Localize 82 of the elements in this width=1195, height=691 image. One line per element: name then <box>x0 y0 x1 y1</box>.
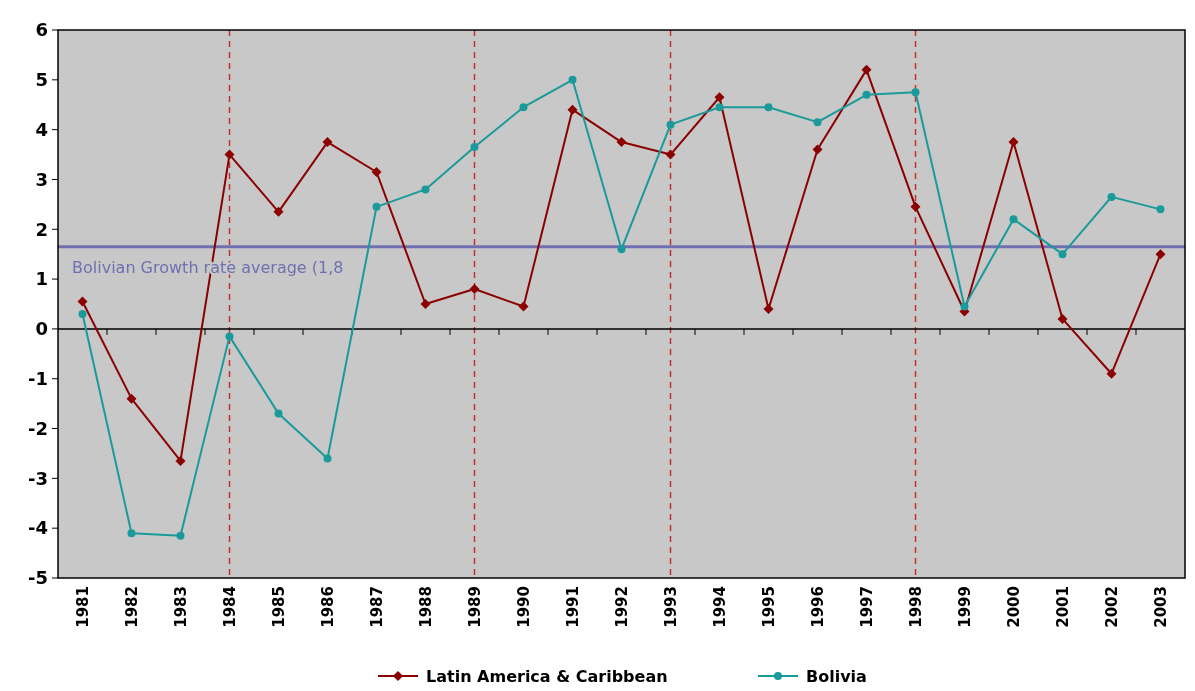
x-tick-label: 1991 <box>563 586 582 628</box>
point <box>861 64 872 75</box>
y-tick-label: -3 <box>28 467 48 489</box>
point <box>127 529 136 538</box>
point <box>616 137 627 148</box>
point <box>617 245 626 254</box>
point <box>175 455 186 466</box>
point <box>519 103 528 112</box>
y-tick-label: 3 <box>35 168 48 190</box>
point <box>77 296 88 307</box>
point <box>1155 249 1166 260</box>
x-tick-label: 1993 <box>661 586 680 628</box>
x-tick-label: 1985 <box>269 586 288 628</box>
point <box>273 206 284 217</box>
point <box>469 284 480 295</box>
x-tick-label: 1987 <box>367 586 386 628</box>
point <box>1009 215 1018 224</box>
point <box>78 309 87 318</box>
point <box>665 149 676 160</box>
point <box>911 88 920 97</box>
point <box>1107 192 1116 201</box>
x-tick-label: 1992 <box>612 586 631 628</box>
point <box>1106 368 1117 379</box>
point <box>371 166 382 177</box>
x-tick-label: 1984 <box>220 586 239 628</box>
point <box>714 92 725 103</box>
point <box>764 103 773 112</box>
x-tick-label: 1995 <box>759 586 778 628</box>
x-tick-label: 1998 <box>906 586 925 628</box>
point <box>862 90 871 99</box>
x-tick-label: 1983 <box>171 586 190 628</box>
point <box>274 409 283 418</box>
point <box>420 299 431 309</box>
point <box>567 104 578 115</box>
legend-label: Latin America & Caribbean <box>426 666 668 686</box>
x-tick-label: 1999 <box>955 586 974 628</box>
point <box>960 302 969 311</box>
point <box>812 144 823 155</box>
x-tick-label: 1988 <box>416 586 435 628</box>
y-tick-label: -1 <box>28 368 48 390</box>
y-tick-label: 5 <box>35 69 48 91</box>
x-tick-label: 1994 <box>710 586 729 628</box>
y-tick-label: -5 <box>28 567 48 589</box>
point <box>372 202 381 211</box>
point <box>421 185 430 194</box>
legend-label: Bolivia <box>806 666 867 686</box>
point <box>568 75 577 84</box>
x-tick-label: 2001 <box>1053 586 1072 628</box>
point <box>323 454 332 463</box>
x-tick-label: 2003 <box>1151 586 1170 628</box>
point <box>518 301 529 312</box>
point <box>715 103 724 112</box>
point <box>126 393 137 404</box>
point <box>910 201 921 212</box>
point <box>1057 313 1068 324</box>
point <box>1156 205 1165 214</box>
x-tick-label: 1986 <box>318 586 337 628</box>
point <box>1008 137 1019 148</box>
point <box>666 120 675 129</box>
point <box>470 143 479 152</box>
point <box>224 149 235 160</box>
x-tick-label: 1982 <box>122 586 141 628</box>
x-tick-label: 1981 <box>73 586 92 628</box>
y-tick-label: 0 <box>35 318 48 340</box>
x-tick-label: 1996 <box>808 586 827 628</box>
point <box>763 303 774 314</box>
point <box>176 531 185 540</box>
y-tick-label: 2 <box>35 218 48 240</box>
point <box>225 332 234 341</box>
x-tick-label: 2000 <box>1004 586 1023 628</box>
y-tick-label: -4 <box>28 517 48 539</box>
x-tick-label: 1997 <box>857 586 876 628</box>
x-tick-label: 1990 <box>514 586 533 628</box>
x-tick-label: 2002 <box>1102 586 1121 628</box>
x-tick-label: 1989 <box>465 586 484 628</box>
y-tick-label: -2 <box>28 417 48 439</box>
point <box>1058 250 1067 259</box>
point <box>813 118 822 127</box>
y-tick-label: 6 <box>35 19 48 41</box>
point <box>322 137 333 148</box>
y-tick-label: 4 <box>35 118 48 140</box>
y-tick-label: 1 <box>35 268 48 290</box>
